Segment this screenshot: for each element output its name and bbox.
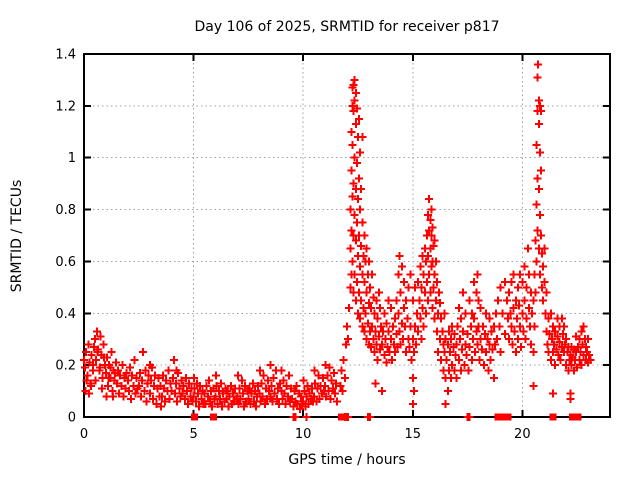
chart-layers: 0 5 10 15 20 0 0.2 0.4 0.6 0.8 1 1.2 1.4 [55, 48, 611, 443]
x-tick-label: 0 [80, 427, 88, 442]
grid-lines [84, 54, 610, 417]
zero-value-squares [191, 413, 582, 421]
zero-marker-square [549, 413, 557, 421]
zero-marker-square [569, 413, 577, 421]
x-tick-label: 10 [295, 427, 312, 442]
axis-ticks [83, 53, 610, 418]
y-tick-label: 1.4 [55, 48, 76, 63]
y-axis-label: SRMTID / TECUs [9, 180, 25, 293]
y-tick-label: 0.6 [55, 255, 76, 270]
data-point-crosses [80, 60, 595, 421]
zero-marker-square [574, 413, 582, 421]
x-axis-label: GPS time / hours [288, 452, 405, 468]
zero-marker-square [504, 413, 512, 421]
zero-marker-square [499, 413, 507, 421]
plot-border [83, 53, 611, 418]
zero-marker-square [338, 413, 346, 421]
y-tick-label: 0.2 [55, 359, 76, 374]
y-tick-label: 1 [68, 151, 76, 166]
y-tick-label: 1.2 [55, 99, 76, 114]
zero-marker-square [209, 413, 217, 421]
tick-labels: 0 5 10 15 20 0 0.2 0.4 0.6 0.8 1 1.2 1.4 [55, 48, 530, 443]
x-tick-label: 15 [404, 427, 421, 442]
x-tick-label: 5 [189, 427, 197, 442]
y-tick-label: 0.4 [55, 307, 76, 322]
x-tick-label: 20 [514, 427, 531, 442]
y-tick-label: 0.8 [55, 203, 76, 218]
y-tick-label: 0 [68, 411, 76, 426]
chart-title: Day 106 of 2025, SRMTID for receiver p81… [194, 19, 499, 35]
zero-marker-square [191, 413, 199, 421]
